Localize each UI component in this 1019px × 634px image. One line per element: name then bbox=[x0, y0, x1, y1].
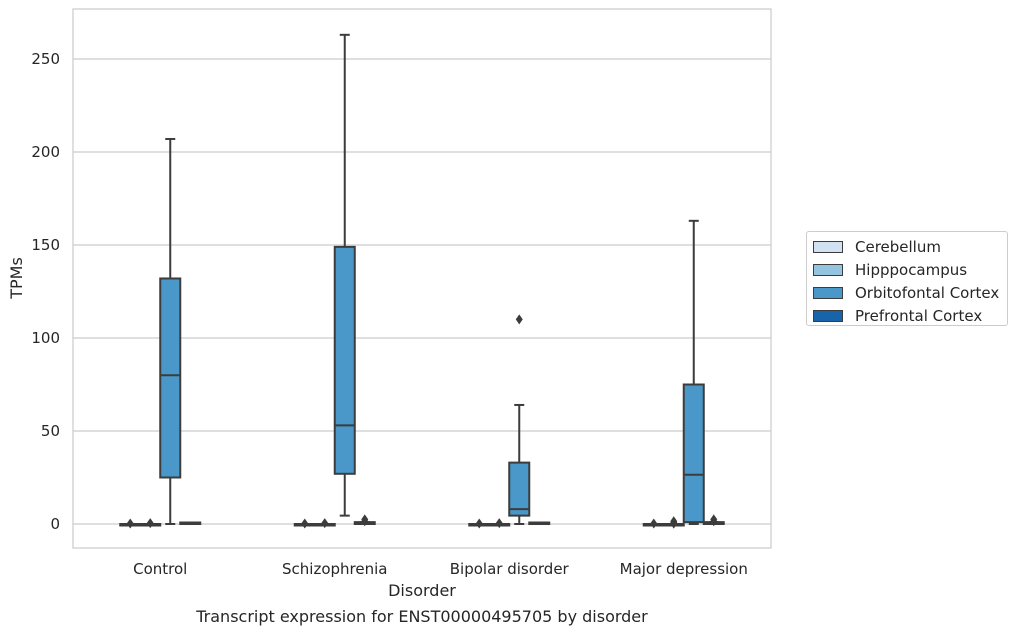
outlier-point bbox=[495, 518, 503, 529]
box-prefrontal-cortex-0 bbox=[179, 521, 202, 526]
box-body bbox=[159, 277, 182, 479]
x-tick-label: Major depression bbox=[620, 560, 748, 578]
legend-label: Orbitofontal Cortex bbox=[855, 283, 1000, 302]
outlier-point bbox=[475, 518, 483, 529]
box-cerebellum-3 bbox=[642, 518, 665, 529]
outlier-point bbox=[126, 518, 134, 529]
box-prefrontal-cortex-1 bbox=[353, 514, 376, 527]
chart-title: Transcript expression for ENST0000049570… bbox=[195, 607, 648, 626]
box-cerebellum-0 bbox=[119, 518, 142, 529]
x-tick-label: Bipolar disorder bbox=[450, 560, 570, 578]
box-prefrontal-cortex-2 bbox=[528, 521, 551, 526]
outlier-point bbox=[361, 514, 369, 525]
legend-label: Cerebellum bbox=[855, 238, 941, 257]
box-hipppocampus-0 bbox=[139, 518, 162, 529]
legend: Cerebellum Hipppocampus Orbitofontal Cor… bbox=[806, 231, 1008, 326]
box-body bbox=[682, 383, 705, 524]
y-tick-label: 100 bbox=[31, 329, 60, 347]
legend-item-orbitofrontal-cortex: Orbitofontal Cortex bbox=[813, 282, 1007, 305]
y-tick-label: 250 bbox=[31, 50, 60, 68]
outlier-point bbox=[515, 314, 523, 325]
box-orbitofontal-cortex-0 bbox=[159, 137, 182, 525]
box-body bbox=[333, 245, 356, 475]
box-orbitofontal-cortex-1 bbox=[333, 33, 356, 517]
legend-swatch bbox=[813, 286, 843, 299]
box-body bbox=[508, 461, 531, 517]
box-cerebellum-2 bbox=[468, 518, 491, 529]
outlier-point bbox=[146, 518, 154, 529]
outlier-point bbox=[301, 518, 309, 529]
y-tick-label: 200 bbox=[31, 143, 60, 161]
outlier-point bbox=[670, 516, 678, 527]
y-axis-label: TPMs bbox=[7, 257, 26, 300]
x-tick-label: Control bbox=[133, 560, 187, 578]
box-orbitofontal-cortex-3 bbox=[682, 219, 705, 525]
legend-swatch bbox=[813, 264, 843, 277]
legend-item-hippocampus: Hipppocampus bbox=[813, 259, 1007, 282]
y-tick-labels: 0 50 100 150 200 250 bbox=[31, 50, 60, 533]
y-tick-label: 150 bbox=[31, 236, 60, 254]
legend-label: Hipppocampus bbox=[855, 261, 968, 280]
box-hipppocampus-3 bbox=[662, 516, 685, 529]
box-hipppocampus-1 bbox=[313, 518, 336, 529]
box-orbitofontal-cortex-2 bbox=[508, 314, 531, 525]
legend-swatch bbox=[813, 241, 843, 254]
outlier-point bbox=[710, 514, 718, 525]
box-hipppocampus-2 bbox=[488, 518, 511, 529]
y-tick-label: 0 bbox=[50, 515, 60, 533]
x-tick-label: Schizophrenia bbox=[282, 560, 387, 578]
legend-item-prefrontal-cortex: Prefrontal Cortex bbox=[813, 304, 1007, 327]
x-tick-labels: Control Schizophrenia Bipolar disorder Majo… bbox=[133, 560, 748, 578]
legend-label: Prefrontal Cortex bbox=[855, 306, 983, 325]
box-prefrontal-cortex-3 bbox=[702, 514, 725, 527]
box-cerebellum-1 bbox=[293, 518, 316, 529]
legend-item-cerebellum: Cerebellum bbox=[813, 236, 1007, 259]
y-tick-label: 50 bbox=[41, 422, 60, 440]
outlier-point bbox=[321, 518, 329, 529]
legend-swatch bbox=[813, 309, 843, 322]
boxes-layer bbox=[119, 33, 725, 529]
x-axis-label: Disorder bbox=[388, 581, 456, 600]
plot-area-frame bbox=[72, 8, 772, 549]
outlier-point bbox=[650, 518, 658, 529]
